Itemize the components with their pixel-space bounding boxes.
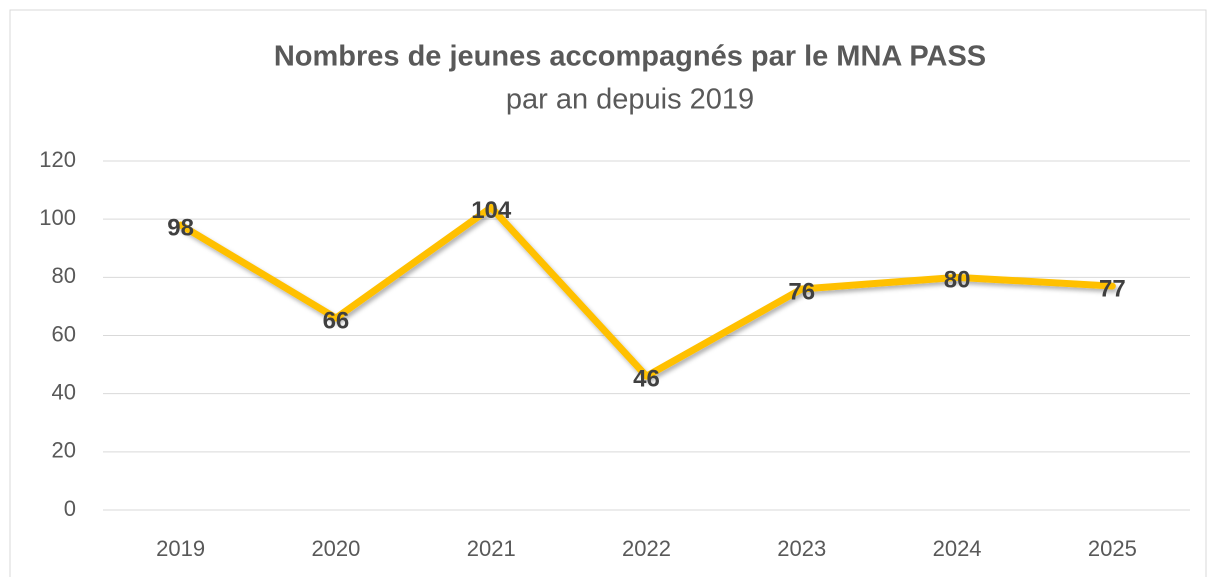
x-tick-label: 2025 xyxy=(1088,536,1137,561)
y-tick-label: 100 xyxy=(39,205,76,230)
data-label: 46 xyxy=(633,366,660,393)
chart-title: Nombres de jeunes accompagnés par le MNA… xyxy=(274,41,986,73)
data-label: 66 xyxy=(323,307,350,334)
y-tick-label: 40 xyxy=(52,379,76,404)
y-tick-label: 80 xyxy=(52,263,76,288)
data-label: 104 xyxy=(471,197,512,224)
x-tick-label: 2022 xyxy=(622,536,671,561)
chart-subtitle: par an depuis 2019 xyxy=(506,84,754,116)
x-tick-label: 2021 xyxy=(467,536,516,561)
x-tick-label: 2023 xyxy=(777,536,826,561)
data-label: 77 xyxy=(1099,275,1126,302)
y-tick-label: 20 xyxy=(52,438,76,463)
data-label: 80 xyxy=(944,267,971,294)
data-label: 76 xyxy=(788,278,815,305)
x-tick-label: 2020 xyxy=(311,536,360,561)
y-tick-label: 120 xyxy=(39,147,76,172)
data-label: 98 xyxy=(167,214,194,241)
data-line xyxy=(177,204,1116,380)
y-tick-label: 0 xyxy=(64,496,76,521)
chart-border xyxy=(9,9,1207,577)
x-tick-label: 2024 xyxy=(933,536,982,561)
x-tick-label: 2019 xyxy=(156,536,205,561)
y-tick-label: 60 xyxy=(52,321,76,346)
